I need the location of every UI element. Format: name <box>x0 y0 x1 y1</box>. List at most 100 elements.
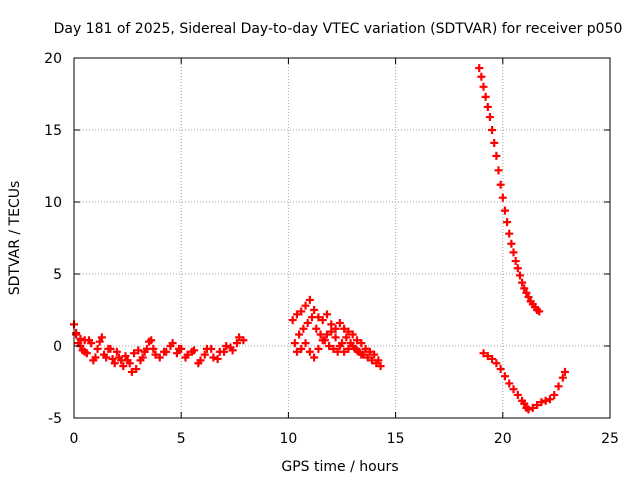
data-point <box>363 353 372 362</box>
data-point <box>85 336 94 345</box>
y-tick-label: 15 <box>44 123 62 139</box>
data-point <box>488 354 497 363</box>
data-point <box>310 306 319 314</box>
data-point <box>93 344 102 353</box>
data-point <box>560 367 569 376</box>
data-point <box>327 320 336 329</box>
plot-frame <box>73 57 611 419</box>
data-point <box>110 359 119 368</box>
data-point <box>292 347 301 356</box>
data-point <box>558 373 567 382</box>
y-tick-label: 10 <box>44 195 62 211</box>
y-tick-label: 20 <box>44 51 62 67</box>
data-point <box>331 333 340 342</box>
data-point <box>524 405 533 414</box>
data-point <box>95 337 104 346</box>
data-point <box>314 344 323 353</box>
data-point <box>342 333 351 342</box>
data-point <box>136 356 145 365</box>
data-point <box>483 352 492 361</box>
data-point <box>479 82 488 91</box>
data-point <box>115 353 124 362</box>
data-point <box>132 365 141 374</box>
data-point <box>89 356 98 365</box>
x-tick-label: 20 <box>494 431 512 447</box>
data-point <box>331 324 340 333</box>
data-point <box>322 330 331 339</box>
data-point <box>119 362 128 371</box>
data-point <box>509 248 518 257</box>
data-point <box>496 365 505 374</box>
data-point <box>500 206 509 215</box>
data-point <box>485 113 494 122</box>
data-point <box>518 278 527 287</box>
data-point <box>520 399 529 408</box>
data-point <box>200 350 209 359</box>
data-point <box>127 367 136 376</box>
data-point <box>511 257 520 266</box>
data-point <box>361 344 370 353</box>
data-point <box>340 347 349 356</box>
data-point <box>500 372 509 381</box>
data-point <box>513 390 522 399</box>
data-point <box>509 385 518 394</box>
x-tick-label: 15 <box>387 431 405 447</box>
data-point <box>537 398 546 407</box>
data-point <box>325 342 334 350</box>
data-point <box>344 327 353 336</box>
data-point <box>496 180 505 189</box>
data-point <box>149 344 158 353</box>
data-point <box>535 307 544 316</box>
data-point <box>340 324 349 333</box>
data-point <box>507 239 516 248</box>
data-point <box>108 354 117 363</box>
data-point <box>483 102 492 111</box>
data-point <box>524 293 533 302</box>
data-point <box>235 333 244 342</box>
data-point <box>121 352 130 361</box>
data-point <box>80 347 89 356</box>
y-axis-label: SDTVAR / TECUs <box>7 181 23 296</box>
data-point <box>344 344 353 353</box>
data-point <box>353 336 362 345</box>
data-point <box>162 347 171 356</box>
data-point <box>505 229 514 238</box>
data-point <box>305 295 314 304</box>
data-point <box>520 284 529 293</box>
data-point <box>297 344 306 353</box>
data-point <box>290 339 299 348</box>
data-point <box>479 349 488 358</box>
data-point <box>232 339 241 348</box>
data-point <box>292 310 301 319</box>
x-tick-label: 25 <box>601 431 619 447</box>
y-tick-label: 0 <box>53 339 62 355</box>
data-point <box>533 401 542 410</box>
data-point <box>209 353 218 362</box>
y-tick-label: 5 <box>53 267 62 283</box>
data-point <box>368 356 377 365</box>
data-point <box>357 339 366 348</box>
data-point <box>226 343 235 352</box>
data-point <box>370 350 379 359</box>
data-point <box>488 126 497 134</box>
axis-ticks: 0 5 10 15 20 25 -5 0 5 10 15 20 <box>44 51 619 447</box>
data-point <box>112 347 121 356</box>
data-point <box>498 193 507 202</box>
data-point <box>503 218 512 227</box>
data-point <box>72 329 81 338</box>
data-point <box>492 151 501 160</box>
data-point <box>353 346 362 355</box>
data-point <box>76 334 85 343</box>
data-point <box>301 339 310 348</box>
data-point <box>515 271 524 280</box>
data-point <box>545 395 554 404</box>
data-point <box>312 324 321 333</box>
data-point <box>194 359 203 368</box>
data-point <box>494 166 503 175</box>
data-point <box>155 353 164 362</box>
data-point <box>327 327 336 336</box>
data-point <box>528 403 537 412</box>
data-points <box>70 64 569 414</box>
x-tick-label: 10 <box>279 431 297 447</box>
